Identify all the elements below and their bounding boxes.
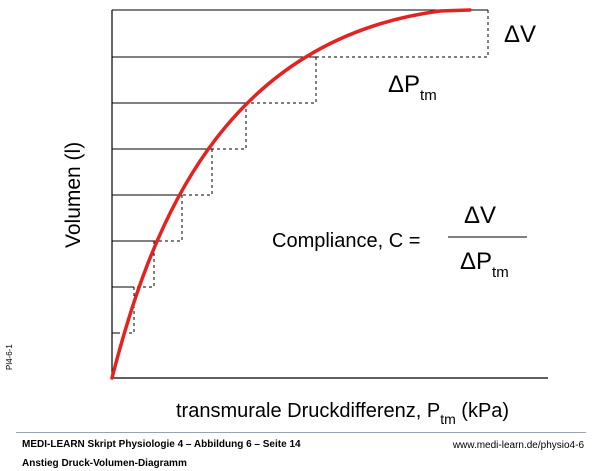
formula-den-sub: tm (492, 264, 509, 281)
delta-p-main: ΔP (388, 71, 420, 98)
footer-caption: Anstieg Druck-Volumen-Diagramm (22, 458, 187, 469)
figure-id: Pl4-6-1 (5, 344, 14, 370)
x-axis-label-sub: tm (440, 411, 456, 427)
x-axis-label-main: transmurale Druckdifferenz, P (176, 400, 440, 422)
step (246, 57, 317, 104)
x-axis-label: transmurale Druckdifferenz, Ptm (kPa) (176, 400, 509, 427)
compliance-curve (110, 8, 472, 380)
delta-v-label: ΔV (504, 21, 536, 48)
step (134, 241, 155, 288)
formula-den-main: ΔP (460, 248, 492, 275)
y-axis-label: Volumen (l) (62, 142, 85, 248)
footer-divider (16, 432, 586, 433)
x-axis-label-unit: (kPa) (456, 400, 509, 422)
formula-numerator: ΔV (464, 202, 496, 229)
formula-denominator: ΔPtm (460, 248, 509, 281)
delta-p-label: ΔPtm (388, 71, 437, 104)
footer-source: MEDI-LEARN Skript Physiologie 4 – Abbild… (22, 439, 301, 450)
delta-p-sub: tm (420, 87, 437, 104)
step (212, 103, 247, 150)
step (182, 149, 213, 196)
footer-url[interactable]: www.medi-learn.de/physio4-6 (452, 440, 584, 451)
formula-lhs: Compliance, C = (272, 230, 420, 252)
volume-level-lines (112, 9, 488, 334)
